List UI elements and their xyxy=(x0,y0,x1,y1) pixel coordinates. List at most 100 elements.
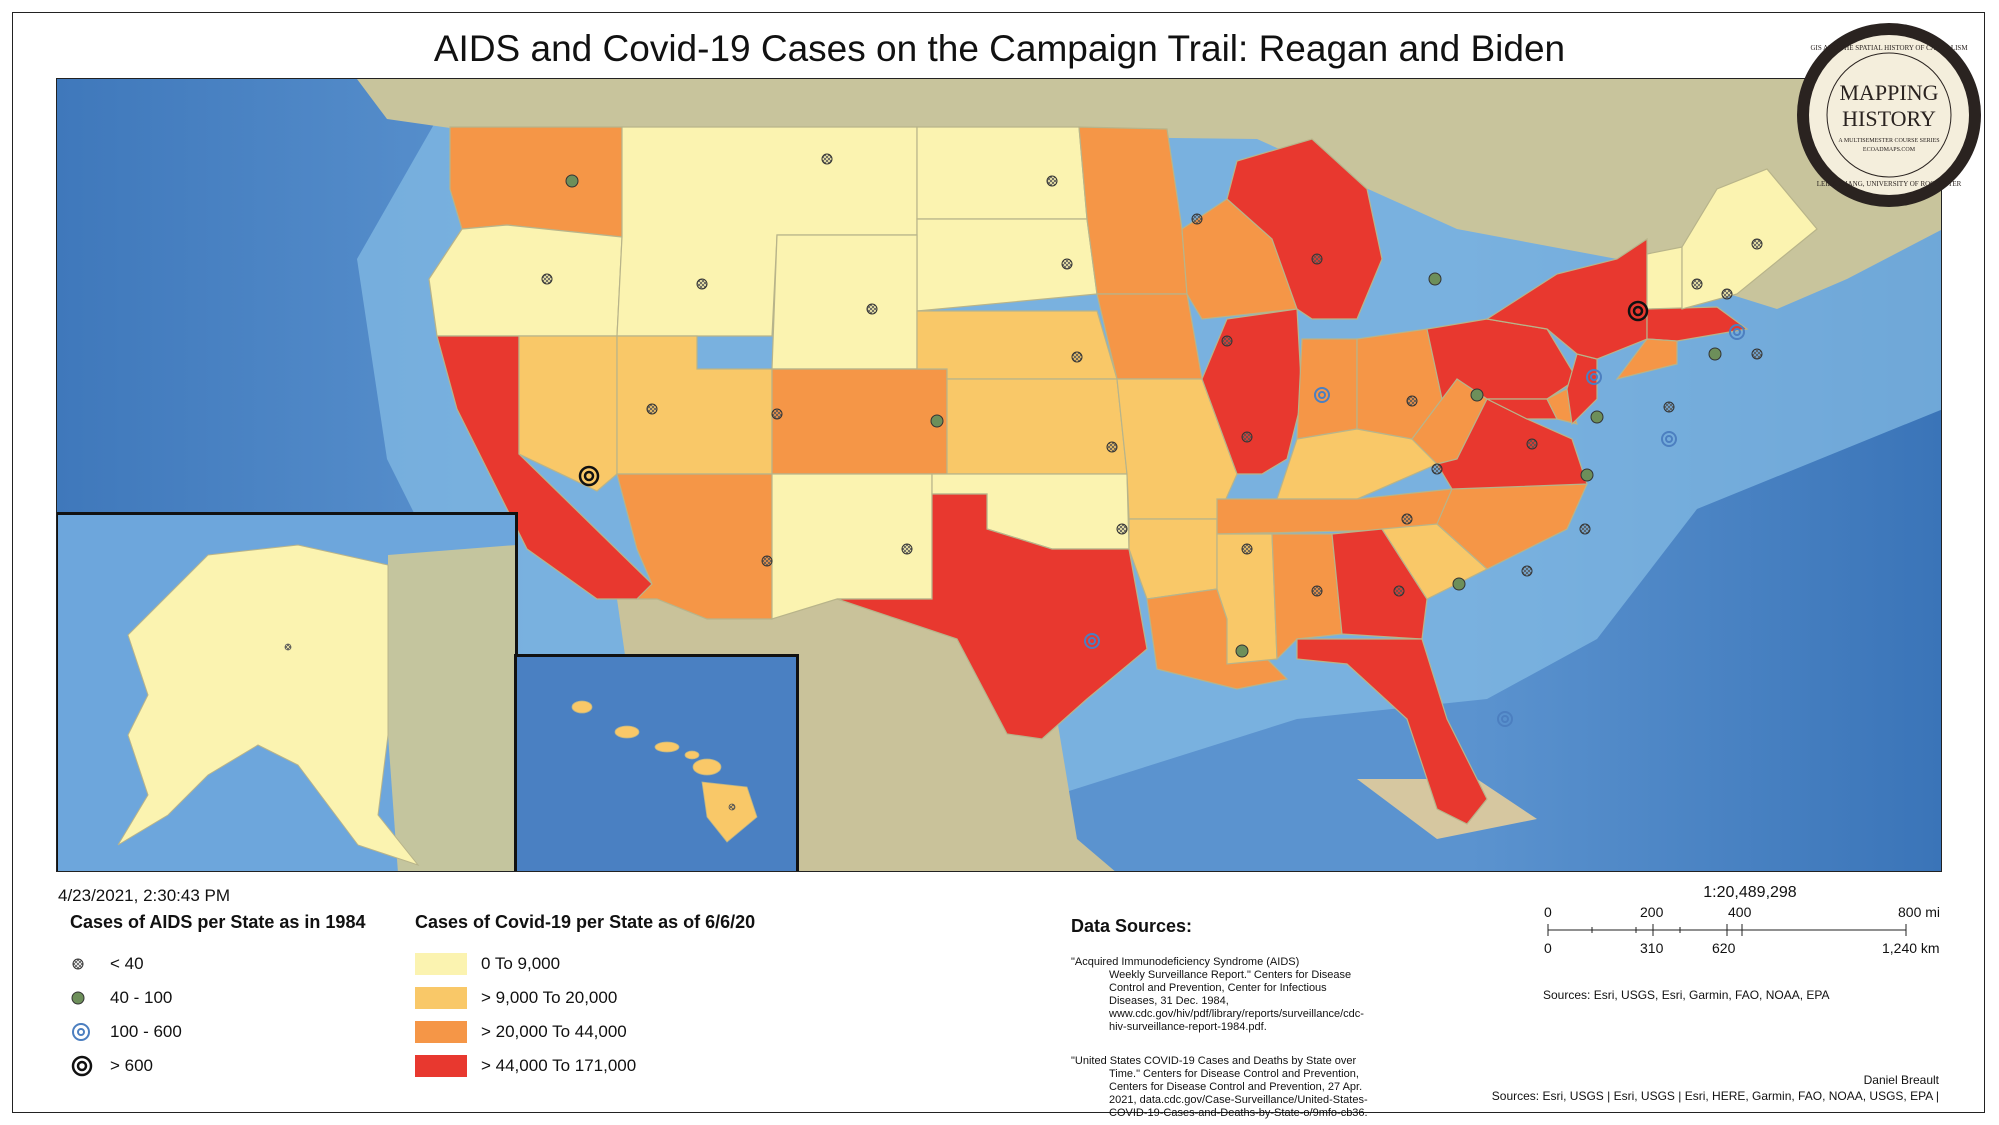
mapping-history-seal: MAPPING HISTORY A MULTISEMESTER COURSE S… xyxy=(1794,20,1984,210)
scale-bar: 1:20,489,298 0 200 400 800 mi 0 310 620 … xyxy=(1530,884,1950,964)
aids-symbol-gt600 xyxy=(578,300,1649,487)
map-frame xyxy=(12,12,1985,1113)
state-connecticut[interactable] xyxy=(1615,338,1678,380)
legend-covid-title: Cases of Covid-19 per State as of 6/6/20 xyxy=(415,912,756,932)
state-nevada[interactable] xyxy=(518,335,618,492)
seal-small2: ECOADMAPS.COM xyxy=(1863,147,1916,153)
swatch-0-9000 xyxy=(415,953,467,975)
state-georgia[interactable] xyxy=(1331,528,1428,640)
hawaii-svg xyxy=(517,657,796,871)
alaska-svg xyxy=(58,515,515,871)
seal-ring-text: GIS AND THE SPATIAL HISTORY OF CAPITALIS… xyxy=(1810,44,1968,52)
state-massachusetts[interactable] xyxy=(1646,306,1749,342)
black-bullseye-icon xyxy=(70,1054,110,1078)
small-crosshatch-circle-icon xyxy=(70,956,110,972)
state-washington[interactable] xyxy=(449,126,623,238)
state-florida[interactable] xyxy=(1296,638,1488,825)
legend-aids-item: 40 - 100 xyxy=(70,981,410,1015)
data-sources-heading: Data Sources: xyxy=(1071,916,1193,936)
citation-aids-rest: Weekly Surveillance Report." Centers for… xyxy=(1109,969,1364,1033)
km-tick-620: 620 xyxy=(1712,940,1736,956)
full-sources: Sources: Esri, USGS | Esri, USGS | Esri,… xyxy=(1491,1089,1939,1103)
legend-covid-label: > 9,000 To 20,000 xyxy=(481,988,618,1007)
legend-covid: Cases of Covid-19 per State as of 6/6/20… xyxy=(415,912,815,1083)
legend-covid-item: > 9,000 To 20,000 xyxy=(415,981,815,1015)
legend-covid-item: > 20,000 To 44,000 xyxy=(415,1015,815,1049)
km-tick-310: 310 xyxy=(1640,940,1664,956)
mi-tick-400: 400 xyxy=(1728,904,1752,920)
canada-land xyxy=(357,79,1941,309)
swatch-20000-44000 xyxy=(415,1021,467,1043)
basemap-sources: Sources: Esri, USGS, Esri, Garmin, FAO, … xyxy=(1543,988,1830,1002)
scale-ratio: 1:20,489,298 xyxy=(1703,884,1797,901)
hawaii-inset xyxy=(514,654,799,871)
states xyxy=(428,126,1818,825)
state-colorado[interactable] xyxy=(771,368,948,475)
state-north-carolina[interactable] xyxy=(1436,483,1588,570)
mi-tick-200: 200 xyxy=(1640,904,1664,920)
legend-covid-item: 0 To 9,000 xyxy=(415,947,815,981)
state-minnesota[interactable] xyxy=(1078,126,1188,295)
legend-aids: Cases of AIDS per State as in 1984 < 40 … xyxy=(70,912,410,1083)
green-circle-icon xyxy=(70,990,110,1006)
seal-line2: HISTORY xyxy=(1842,106,1936,131)
state-illinois[interactable] xyxy=(1201,308,1303,475)
author-credit: Daniel Breault xyxy=(1863,1073,1939,1087)
map-canvas[interactable] xyxy=(56,78,1942,872)
legend-covid-label: 0 To 9,000 xyxy=(481,954,561,973)
state-virginia[interactable] xyxy=(1436,398,1588,490)
aids-symbol-hawaii xyxy=(728,803,736,811)
blue-double-ring-icon xyxy=(70,1021,110,1043)
state-vermont-nh[interactable] xyxy=(1646,246,1683,310)
aids-symbol-alaska xyxy=(284,643,292,651)
aids-symbol-100-600 xyxy=(1084,324,1745,727)
aids-symbol-40-100 xyxy=(565,174,1722,658)
km-tick-0: 0 xyxy=(1544,940,1552,956)
alaska-inset xyxy=(57,512,518,871)
legend-aids-label: 100 - 600 xyxy=(110,1022,182,1041)
legend-aids-item: < 40 xyxy=(70,947,410,981)
state-wyoming[interactable] xyxy=(771,234,918,370)
state-maine[interactable] xyxy=(1681,168,1818,310)
canada-land-inset xyxy=(388,545,515,871)
swatch-44000-171000 xyxy=(415,1055,467,1077)
aids-symbol-lt40 xyxy=(541,153,1763,597)
legend-aids-label: > 600 xyxy=(110,1056,154,1075)
seal-svg: MAPPING HISTORY A MULTISEMESTER COURSE S… xyxy=(1797,23,1981,207)
state-alaska[interactable] xyxy=(117,544,420,867)
swatch-9000-20000 xyxy=(415,987,467,1009)
scale-line xyxy=(1547,924,1907,936)
citation-covid-rest: Time." Centers for Disease Control and P… xyxy=(1109,1068,1368,1119)
legend-aids-label: < 40 xyxy=(110,954,144,973)
aids-symbols xyxy=(541,153,1763,727)
state-nebraska[interactable] xyxy=(916,310,1118,380)
state-north-dakota[interactable] xyxy=(916,126,1088,220)
km-tick-1240: 1,240 km xyxy=(1882,940,1940,956)
citation-aids: "Acquired Immunodeficiency Syndrome (AID… xyxy=(1071,956,1371,1034)
mi-tick-0: 0 xyxy=(1544,904,1552,920)
state-kansas[interactable] xyxy=(946,378,1128,475)
citation-aids-first: "Acquired Immunodeficiency Syndrome (AID… xyxy=(1071,956,1300,968)
citation-covid: "United States COVID-19 Cases and Deaths… xyxy=(1071,1055,1371,1120)
seal-ring-text-bottom: LEILA ZHANG, UNIVERSITY OF ROCHESTER xyxy=(1817,180,1962,188)
state-oregon[interactable] xyxy=(428,224,623,337)
seal-inner xyxy=(1809,35,1969,195)
state-texas[interactable] xyxy=(836,493,1148,740)
seal-line1: MAPPING xyxy=(1839,80,1938,105)
state-michigan[interactable] xyxy=(1226,138,1383,320)
seal-small1: A MULTISEMESTER COURSE SERIES xyxy=(1838,138,1939,144)
state-alabama[interactable] xyxy=(1271,533,1343,661)
legend-covid-label: > 44,000 To 171,000 xyxy=(481,1056,637,1075)
state-hawaii[interactable] xyxy=(571,700,758,843)
state-arkansas[interactable] xyxy=(1128,518,1218,600)
state-arizona[interactable] xyxy=(616,473,773,620)
legend-aids-label: 40 - 100 xyxy=(110,988,173,1007)
legend-aids-item: 100 - 600 xyxy=(70,1015,410,1049)
legend-aids-title: Cases of AIDS per State as in 1984 xyxy=(70,912,366,932)
citation-covid-first: "United States COVID-19 Cases and Deaths… xyxy=(1071,1055,1357,1067)
timestamp: 4/23/2021, 2:30:43 PM xyxy=(58,886,231,905)
legend-aids-item: > 600 xyxy=(70,1049,410,1083)
legend-covid-label: > 20,000 To 44,000 xyxy=(481,1022,627,1041)
mi-tick-800: 800 mi xyxy=(1898,904,1941,920)
map-title: AIDS and Covid-19 Cases on the Campaign … xyxy=(433,28,1566,69)
